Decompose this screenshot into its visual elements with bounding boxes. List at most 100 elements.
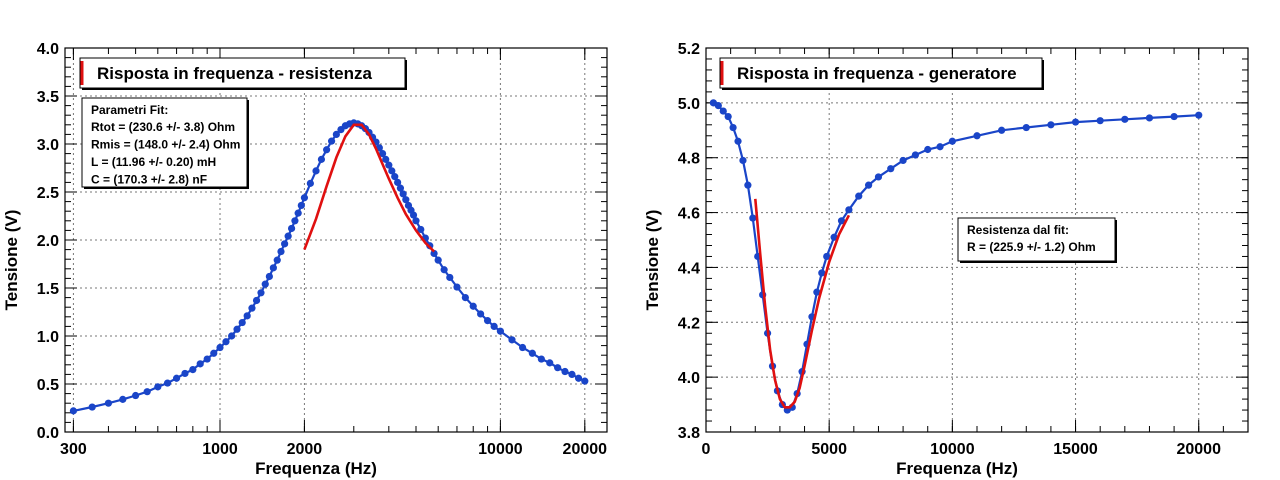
y-axis-label: Tensione (V) — [2, 210, 21, 311]
data-point — [196, 360, 204, 368]
param-line: L = (11.96 +/- 0.20) mH — [91, 155, 216, 169]
data-point — [537, 355, 545, 363]
y-tick-label: 4.0 — [678, 370, 700, 387]
data-point — [297, 201, 305, 210]
data-point — [1121, 115, 1129, 123]
series-fit — [754, 198, 851, 409]
y-tick-label: 1.0 — [37, 329, 59, 346]
data-point — [88, 403, 96, 411]
data-point — [248, 304, 256, 312]
x-tick-label: 10000 — [930, 441, 975, 458]
x-tick-label: 1000 — [202, 441, 238, 458]
data-point — [1071, 118, 1080, 126]
data-point — [269, 264, 277, 272]
y-tick-label: 2.0 — [37, 233, 59, 250]
series-data — [69, 119, 589, 415]
data-point — [261, 280, 269, 288]
data-point — [119, 395, 127, 403]
data-point — [744, 181, 752, 189]
data-point — [818, 269, 826, 277]
data-point — [210, 349, 218, 357]
data-point — [948, 137, 956, 145]
data-point — [518, 343, 527, 352]
data-point — [574, 374, 583, 382]
data-point — [388, 167, 396, 175]
data-point — [306, 179, 314, 187]
data-point — [399, 190, 407, 198]
x-tick-label: 0 — [702, 441, 711, 458]
data-point — [845, 206, 853, 214]
data-point — [312, 167, 320, 175]
data-point — [228, 332, 236, 340]
series-fit — [303, 123, 436, 253]
param-line: Rtot = (230.6 +/- 3.8) Ohm — [91, 120, 235, 134]
data-point — [440, 266, 448, 274]
data-point — [528, 349, 536, 357]
data-point — [273, 256, 281, 264]
y-tick-label: 0.0 — [37, 425, 59, 442]
data-point — [490, 322, 498, 330]
data-point — [714, 102, 722, 110]
data-point — [830, 233, 838, 241]
data-point — [719, 107, 727, 115]
data-point — [496, 327, 504, 335]
data-point — [813, 288, 821, 296]
data-point — [300, 194, 309, 202]
data-point — [409, 211, 418, 219]
data-point — [391, 173, 399, 181]
data-point — [729, 123, 737, 132]
data-point — [154, 383, 162, 391]
data-point — [257, 289, 265, 297]
data-point — [430, 249, 438, 258]
data-line — [712, 101, 1199, 412]
y-tick-label: 3.0 — [37, 137, 59, 154]
x-tick-label: 20000 — [1176, 441, 1221, 458]
data-point — [749, 214, 757, 222]
x-tick-label: 15000 — [1053, 441, 1098, 458]
param-box — [81, 97, 248, 188]
data-point — [936, 143, 944, 151]
data-point — [172, 374, 181, 382]
chart-right: 0 5000 10000 15000 20000 3.8 4.0 4.2 4.4 4.6 4.8 5.… — [643, 41, 1249, 478]
y-tick-label: 5.2 — [678, 41, 700, 58]
data-point — [924, 145, 932, 154]
data-point — [287, 224, 296, 233]
data-point — [469, 302, 477, 310]
data-point — [189, 366, 197, 374]
y-tick-label: 4.2 — [678, 315, 700, 332]
y-tick-label: 4.6 — [678, 206, 700, 223]
data-point — [434, 256, 442, 264]
data-point — [724, 112, 732, 121]
x-tick-label: 10000 — [478, 441, 523, 458]
data-point — [887, 165, 895, 173]
data-point — [461, 294, 469, 302]
chart-title: Risposta in frequenza - generatore — [737, 64, 1017, 83]
data-point — [998, 126, 1006, 134]
data-point — [483, 317, 492, 325]
data-point — [396, 184, 405, 192]
data-point — [222, 338, 230, 346]
data-point — [294, 209, 302, 217]
data-point — [561, 367, 569, 376]
x-tick-label: 300 — [60, 441, 87, 458]
data-point — [739, 156, 747, 165]
x-tick-label: 20000 — [563, 441, 608, 458]
series-data — [709, 99, 1203, 414]
chart-title: Risposta in frequenza - resistenza — [97, 64, 372, 83]
data-point — [394, 178, 402, 186]
data-point — [855, 192, 863, 200]
data-point — [568, 370, 576, 378]
y-tick-label: 5.0 — [678, 96, 700, 113]
data-point — [1195, 111, 1203, 119]
data-point — [865, 181, 873, 189]
data-point — [874, 173, 883, 181]
data-point — [143, 388, 151, 396]
data-point — [1170, 112, 1178, 121]
data-point — [412, 217, 420, 225]
data-point — [477, 310, 485, 318]
data-point — [1047, 121, 1055, 129]
param-box-title: Resistenza dal fit: — [967, 223, 1069, 237]
data-point — [284, 232, 292, 240]
y-axis-label: Tensione (V) — [643, 210, 662, 311]
